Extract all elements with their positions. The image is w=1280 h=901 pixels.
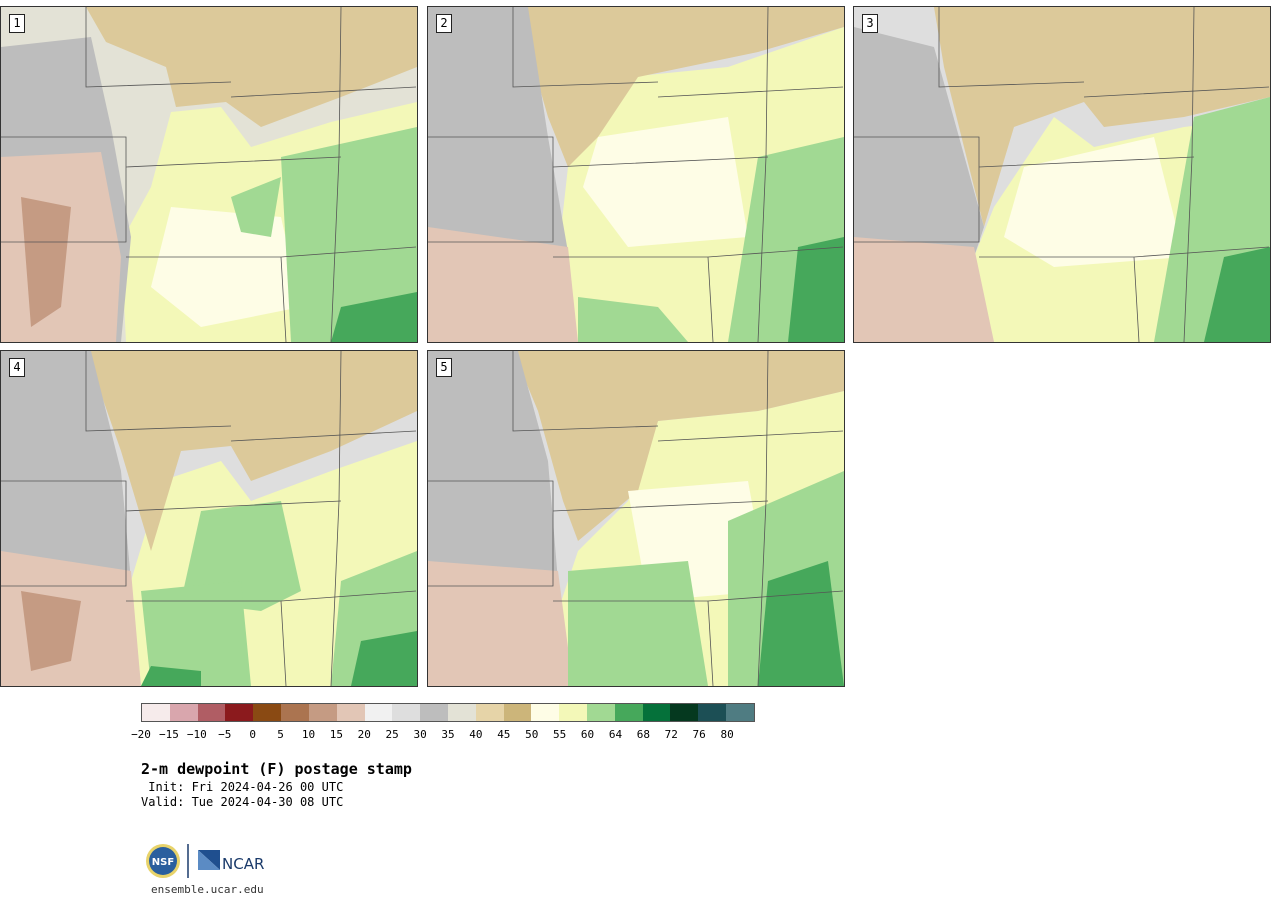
colorbar-swatch bbox=[670, 704, 699, 721]
colorbar-swatch bbox=[225, 704, 254, 721]
map-panel-4: 4 bbox=[0, 350, 418, 687]
colorbar-swatch bbox=[142, 704, 170, 721]
map-panel-1: 1 bbox=[0, 6, 418, 343]
dewpoint-map-3 bbox=[854, 7, 1270, 342]
colorbar-tick-label: −10 bbox=[186, 728, 207, 741]
colorbar-tick-label: −20 bbox=[131, 728, 151, 741]
colorbar-swatch bbox=[364, 704, 393, 721]
colorbar-swatch bbox=[726, 704, 754, 721]
map-panel-5: 5 bbox=[427, 350, 845, 687]
panel-number: 5 bbox=[436, 358, 452, 377]
colorbar-tick-label: 35 bbox=[441, 728, 455, 741]
colorbar-swatch bbox=[587, 704, 615, 721]
colorbar-swatch bbox=[253, 704, 282, 721]
panel-number: 3 bbox=[862, 14, 878, 33]
colorbar bbox=[141, 703, 755, 722]
colorbar-tick-label: 20 bbox=[357, 728, 371, 741]
dewpoint-map-4 bbox=[1, 351, 417, 686]
colorbar-swatch bbox=[420, 704, 448, 721]
colorbar-tick-label: −5 bbox=[218, 728, 232, 741]
site-url: ensemble.ucar.edu bbox=[151, 883, 264, 896]
init-time: Init: Fri 2024-04-26 00 UTC bbox=[141, 780, 344, 794]
colorbar-swatch bbox=[698, 704, 727, 721]
colorbar-tick-label: 80 bbox=[720, 728, 734, 741]
panel-number: 4 bbox=[9, 358, 25, 377]
colorbar-tick-label: 30 bbox=[413, 728, 427, 741]
colorbar-tick-label: 72 bbox=[664, 728, 678, 741]
colorbar-swatch bbox=[197, 704, 226, 721]
colorbar-tick-label: 68 bbox=[636, 728, 650, 741]
map-panel-3: 3 bbox=[853, 6, 1271, 343]
colorbar-tick-label: 25 bbox=[385, 728, 399, 741]
colorbar-tick-label: 45 bbox=[497, 728, 511, 741]
figure-title: 2-m dewpoint (F) postage stamp bbox=[141, 760, 412, 778]
colorbar-swatch bbox=[503, 704, 532, 721]
colorbar-swatch bbox=[614, 704, 643, 721]
colorbar-tick-label: 76 bbox=[692, 728, 706, 741]
dewpoint-map-5 bbox=[428, 351, 844, 686]
colorbar-tick-label: −15 bbox=[158, 728, 179, 741]
colorbar-swatch bbox=[531, 704, 560, 721]
colorbar-tick-label: 5 bbox=[277, 728, 284, 741]
panel-number: 1 bbox=[9, 14, 25, 33]
dewpoint-map-1 bbox=[1, 7, 417, 342]
colorbar-swatch bbox=[559, 704, 587, 721]
colorbar-swatch bbox=[281, 704, 309, 721]
colorbar-swatch bbox=[447, 704, 476, 721]
nsf-ncar-logo: NSF NCAR bbox=[144, 842, 274, 880]
colorbar-tick-label: 15 bbox=[329, 728, 343, 741]
colorbar-swatch bbox=[169, 704, 198, 721]
panel-number: 2 bbox=[436, 14, 452, 33]
colorbar-swatch bbox=[308, 704, 337, 721]
ncar-logo-text: NCAR bbox=[222, 855, 264, 873]
valid-time: Valid: Tue 2024-04-30 08 UTC bbox=[141, 795, 344, 809]
colorbar-tick-label: 0 bbox=[249, 728, 256, 741]
nsf-logo-text: NSF bbox=[152, 857, 174, 868]
colorbar-swatch bbox=[392, 704, 421, 721]
colorbar-tick-label: 40 bbox=[469, 728, 483, 741]
colorbar-tick-label: 60 bbox=[580, 728, 595, 741]
colorbar-swatch bbox=[475, 704, 504, 721]
colorbar-tick-label: 50 bbox=[525, 728, 539, 741]
colorbar-tick-label: 10 bbox=[301, 728, 316, 741]
map-panel-2: 2 bbox=[427, 6, 845, 343]
colorbar-tick-label: 64 bbox=[608, 728, 623, 741]
colorbar-swatch bbox=[642, 704, 671, 721]
dewpoint-map-2 bbox=[428, 7, 844, 342]
colorbar-tick-label: 55 bbox=[553, 728, 567, 741]
colorbar-swatch bbox=[336, 704, 365, 721]
colorbar-ticks: −20 −15 −10 −5 0 5 10 15 20 25 30 35 40 45 50 55 60 64 68 7… bbox=[0, 728, 800, 742]
